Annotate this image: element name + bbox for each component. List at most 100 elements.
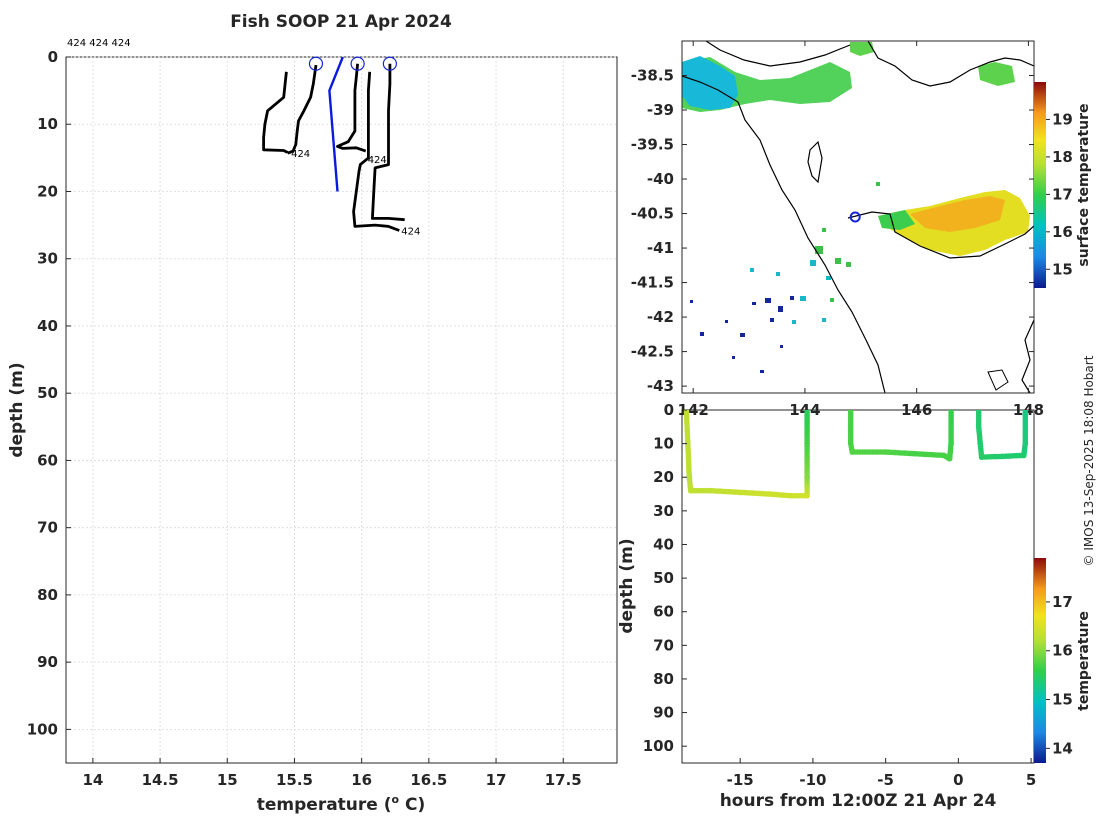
sst-colorbar-tick-label: 15 [1052,260,1073,278]
profile-start-marker [308,56,324,71]
sst-mid-pixels [750,260,831,324]
profile-x-tick-label: 16 [351,771,372,789]
temperature-colorbar-tick-label: 14 [1052,739,1073,757]
profile-y-tick-label: 100 [27,720,58,738]
profile-start-marker [382,56,397,71]
profile-x-tick-label: 17.5 [545,771,582,789]
map-y-tick-label: -38.5 [631,67,674,85]
profile-x-tick-label: 15 [217,771,238,789]
temperature-colorbar [1034,558,1046,763]
profile-x-axis-label-main: temperature ( [257,795,392,815]
depth-section-frame [681,409,1035,764]
map-y-tick-label: -42.5 [631,343,674,361]
section-point-tow-3 [1022,410,1029,413]
profile-x-tick-label: 14 [82,771,103,789]
temperature-colorbar-tick-label: 17 [1052,593,1073,611]
sst-green-pixels [815,182,880,302]
island-southeast [987,369,1009,391]
profile-plot-frame [65,56,618,764]
section-y-tick-label: 80 [653,670,674,688]
section-x-tick-label: -15 [727,771,754,789]
profile-line-reference [328,57,344,192]
sst-patch-hot [910,196,1005,232]
profile-y-tick-label: 60 [37,451,58,469]
coastline-tasmania [847,211,1034,259]
section-y-tick-label: 20 [653,468,674,486]
sst-colorbar-tick-label: 19 [1052,110,1073,128]
profile-x-tick-label: 14.5 [142,771,179,789]
profile-line-profile-2 [287,64,318,155]
profile-x-tick-label: 15.5 [276,771,313,789]
vessel-position-marker [849,211,861,223]
profile-x-axis-label: temperature (o C) [257,793,426,815]
map-y-tick-label: -39 [647,101,674,119]
map-y-tick-label: -43 [647,377,674,395]
section-y-tick-label: 90 [653,704,674,722]
profile-plot: 14 14.5 15 15.5 16 16.5 17 17.5 0 10 20 30 40 50 60 70 8… [7,38,618,815]
profile-line-profile-1 [262,71,289,154]
profile-x-tick-label: 17 [486,771,507,789]
coastline-west [682,75,886,393]
profile-line-profile-4 [352,71,400,232]
imos-credit: © IMOS 13-Sep-2025 18:08 Hobart [1082,355,1096,566]
section-y-tick-label: 100 [643,737,674,755]
profile-x-tick-label: 16.5 [410,771,447,789]
profile-y-tick-label: 50 [37,384,58,402]
section-point-tow-2 [948,410,954,413]
coastline-north [867,41,1034,87]
chart-title: Fish SOOP 21 Apr 2024 [230,12,452,32]
sst-patch-edge [878,210,915,230]
sst-colorbar-tick-label: 18 [1052,148,1073,166]
sst-colorbar-label: surface temperature [1076,103,1092,266]
profile-annotation: 424 [368,155,387,166]
temperature-colorbar-tick-label: 16 [1052,642,1073,660]
section-point-tow-1 [804,410,810,413]
section-y-tick-label: 10 [653,435,674,453]
profile-line-profile-5 [371,63,405,222]
profile-y-tick-label: 40 [37,317,58,335]
profile-y-tick-label: 30 [37,250,58,268]
map-y-tick-label: -42 [647,308,674,326]
section-y-axis-label: depth (m) [617,538,637,633]
profile-line-profile-3 [336,63,367,153]
profile-annotation: 424 [291,149,310,160]
profile-x-axis-label-sup: o [392,793,400,806]
section-x-tick-label: 0 [953,771,963,789]
sst-patch-northeast [978,62,1015,86]
profile-annotation: 424 [401,226,420,237]
sst-patch-west [682,56,738,110]
section-y-tick-label: 30 [653,502,674,520]
section-x-tick-label: -5 [877,771,894,789]
sst-map: -38.5 -39 -39.5 -40 -40.5 -41 -41.5 -42 -42.5 -43… [631,40,1092,419]
profile-x-axis-label-end: C) [399,795,425,815]
coastline-east [1021,319,1034,393]
section-y-tick-label: 60 [653,603,674,621]
section-x-axis-label: hours from 12:00Z 21 Apr 24 [720,791,997,811]
sst-colorbar-tick-label: 17 [1052,185,1073,203]
profile-y-tick-label: 20 [37,182,58,200]
section-x-tick-label: -10 [799,771,826,789]
section-y-tick-label: 50 [653,569,674,587]
king-island [807,140,823,184]
map-y-tick-label: -41.5 [631,274,674,292]
section-y-tick-label: 0 [664,401,674,419]
temperature-colorbar-label: temperature [1076,611,1092,711]
profile-y-tick-label: 0 [48,48,58,66]
profile-y-tick-label: 90 [37,653,58,671]
map-y-tick-label: -39.5 [631,136,674,154]
sst-map-content [682,41,1034,393]
profile-start-marker [350,56,365,71]
temperature-colorbar-tick-label: 15 [1052,691,1073,709]
section-y-tick-label: 40 [653,535,674,553]
sst-colorbar-tick-label: 16 [1052,223,1073,241]
profile-y-axis-label: depth (m) [7,362,27,457]
map-y-tick-label: -40 [647,170,674,188]
map-y-tick-label: -41 [647,239,674,257]
profile-y-tick-label: 10 [37,115,58,133]
section-x-tick-label: 5 [1026,771,1036,789]
coastline-victoria [705,41,851,67]
section-y-tick-label: 70 [653,636,674,654]
profile-top-label: 424 424 424 [67,38,131,49]
